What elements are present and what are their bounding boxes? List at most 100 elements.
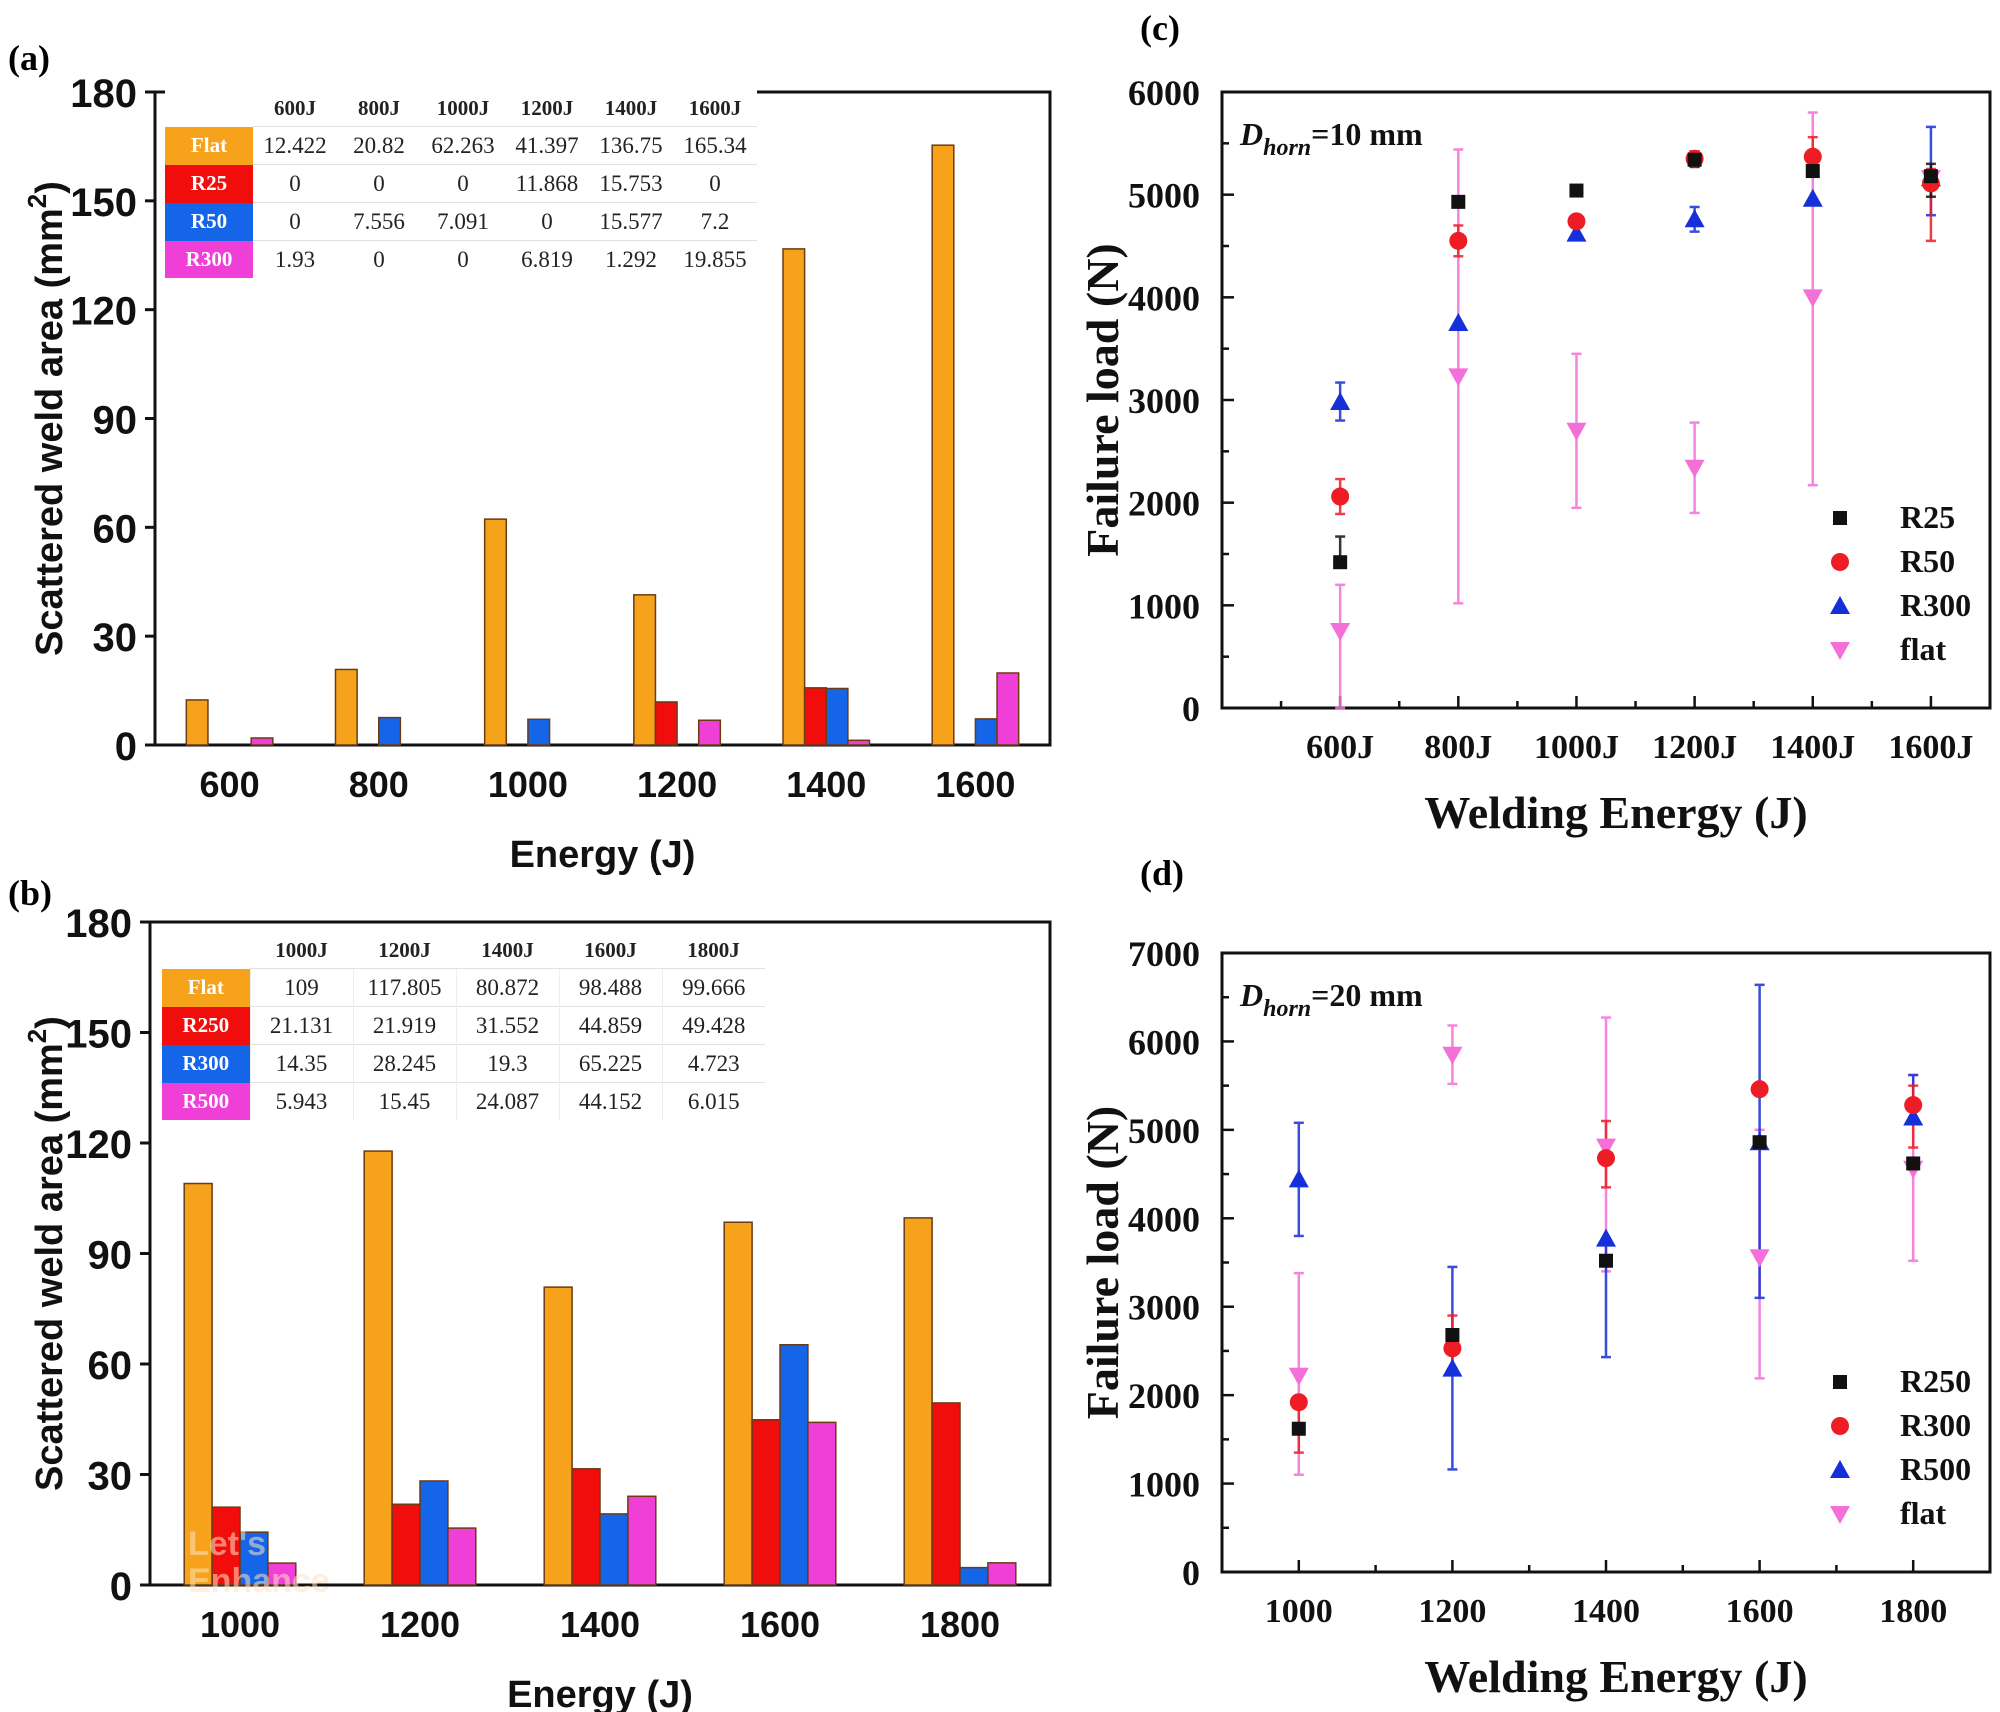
- scatter-chart-c: 0 1000 2000 3000 4000 5000 6000 600J 800J 1000J 12…: [1077, 73, 1992, 838]
- bar-r300-1200: [697, 719, 722, 746]
- panel-label-b: (b): [8, 873, 52, 913]
- table-cell: 41.397: [505, 126, 589, 165]
- legend-label: R250: [1900, 1363, 1971, 1399]
- bar-r500-1600: [807, 1421, 837, 1586]
- point-r50-800: [1449, 231, 1468, 250]
- bar-flat-1600: [723, 1221, 753, 1586]
- point-r25-1200: [1687, 152, 1702, 167]
- point-r300-600: [1330, 392, 1351, 411]
- point-r25-1600: [1923, 169, 1938, 184]
- x-tick-label: 1400: [560, 1604, 640, 1645]
- point-r250-1400: [1599, 1253, 1613, 1268]
- bar-flat-1000: [483, 518, 508, 746]
- annotation-value: =10 mm: [1311, 116, 1423, 152]
- table-row-label: Flat: [165, 126, 253, 165]
- horn-diameter-annotation: Dhorn=20 mm: [1239, 977, 1423, 1022]
- legend-label: R300: [1900, 587, 1971, 623]
- point-r25-800: [1451, 194, 1466, 209]
- table-header-row: 1000J 1200J 1400J 1600J 1800J: [162, 932, 765, 969]
- table-row: R25 0 0 0 11.868 15.753 0: [165, 164, 757, 203]
- y-tick-label: 60: [88, 1344, 133, 1388]
- bar-r250-1200: [391, 1503, 421, 1586]
- table-row: R250 21.131 21.919 31.552 44.859 49.428: [162, 1006, 765, 1045]
- y-axis-label-main: Scattered weld area (mm: [29, 208, 71, 656]
- point-r300-1200: [1443, 1339, 1462, 1358]
- table-cell: 21.131: [249, 1006, 353, 1045]
- table-column-header: 1000J: [436, 95, 490, 120]
- watermark-line-1: Let's: [188, 1525, 266, 1563]
- table-row: R50 0 7.556 7.091 0 15.577 7.2: [165, 202, 757, 241]
- bar-flat-600: [185, 699, 209, 746]
- point-flat-1400: [1596, 1138, 1616, 1157]
- table-column-header: 1600J: [688, 95, 742, 120]
- table-corner: [162, 932, 250, 969]
- x-tick-label: 1000: [1265, 1593, 1333, 1630]
- x-tick-label: 1200: [1418, 1593, 1486, 1630]
- table-cell: 21.919: [352, 1006, 456, 1045]
- y-tick-label: 1000: [1128, 1465, 1200, 1505]
- table-cell: 49.428: [661, 1006, 765, 1045]
- legend-label: R25: [1900, 499, 1955, 535]
- bar-r50-1400: [825, 687, 849, 746]
- y-axis-label: Failure load (N): [1077, 243, 1128, 556]
- table-cell: 1.292: [589, 240, 673, 278]
- x-tick-label: 800: [349, 764, 409, 805]
- table-column-header: 1200J: [378, 937, 431, 962]
- point-r300-1000: [1566, 223, 1587, 242]
- bar-r300-1400: [847, 739, 871, 746]
- table-cell: 19.3: [455, 1044, 559, 1083]
- table-cell: 6.015: [661, 1082, 765, 1120]
- x-axis-label: Energy (J): [507, 1674, 693, 1712]
- point-flat-1200: [1442, 1046, 1463, 1065]
- point-r300-1400: [1597, 1149, 1615, 1168]
- table-row-label: R25: [165, 164, 253, 203]
- y-axis-label-superscript: 2: [22, 194, 52, 208]
- x-tick-label: 1400: [786, 764, 866, 805]
- table-row-label: R500: [162, 1082, 250, 1120]
- table-cell: 0: [253, 202, 337, 241]
- table-cell: 6.819: [505, 240, 589, 278]
- legend-label: R50: [1900, 543, 1955, 579]
- table-cell: 0: [673, 164, 757, 203]
- table-corner: [165, 90, 253, 127]
- y-axis-label-main: Scattered weld area (mm: [29, 1043, 71, 1491]
- y-tick-label: 3000: [1128, 1288, 1200, 1328]
- x-tick-label: 1000: [200, 1604, 280, 1645]
- x-axis-label: Energy (J): [510, 834, 696, 876]
- y-tick-label: 180: [70, 72, 137, 116]
- table-cell: 65.225: [558, 1044, 662, 1083]
- point-r500-1800: [1903, 1107, 1924, 1126]
- bar-r300-600: [250, 737, 274, 746]
- legend-marker-r500: [1830, 1460, 1850, 1478]
- x-tick-label: 1800: [920, 1604, 1000, 1645]
- table-cell: 62.263: [421, 126, 505, 165]
- x-tick-label: 1600: [935, 764, 1015, 805]
- table-header-row: 600J 800J 1000J 1200J 1400J 1600J: [165, 90, 757, 127]
- point-r500-1200: [1442, 1358, 1463, 1377]
- bar-r300-1800: [959, 1566, 989, 1586]
- panel-label-d: (d): [1140, 853, 1184, 893]
- table-column-header: 1800J: [687, 937, 740, 962]
- bar-flat-1000: [183, 1182, 213, 1586]
- y-axis-label: Scattered weld area (mm2): [22, 181, 71, 656]
- legend-marker-r250: [1833, 1375, 1847, 1389]
- bar-flat-1600: [931, 144, 955, 746]
- bar-flat-1400: [782, 248, 806, 746]
- table-cell: 28.245: [352, 1044, 456, 1083]
- y-tick-label: 2000: [1128, 484, 1200, 524]
- bar-r300-1000: [239, 1531, 269, 1586]
- y-tick-label: 4000: [1128, 1199, 1200, 1239]
- bar-r300-1600: [779, 1344, 809, 1586]
- table-row: Flat 12.422 20.82 62.263 41.397 136.75 165.34: [165, 126, 757, 165]
- table-cell: 0: [337, 240, 421, 278]
- annotation-value: =20 mm: [1311, 977, 1423, 1013]
- data-table: 1000J 1200J 1400J 1600J 1800J Flat 109 117.805 8…: [162, 932, 765, 1120]
- table-cell: 0: [253, 164, 337, 203]
- point-r50-1400: [1803, 147, 1822, 166]
- table-column-header: 600J: [274, 95, 316, 120]
- table-row: R300 1.93 0 0 6.819 1.292 19.855: [165, 240, 757, 278]
- table-column-header: 1200J: [520, 95, 574, 120]
- y-axis-label-end: ): [29, 1016, 71, 1029]
- table-row-label: R50: [165, 202, 253, 241]
